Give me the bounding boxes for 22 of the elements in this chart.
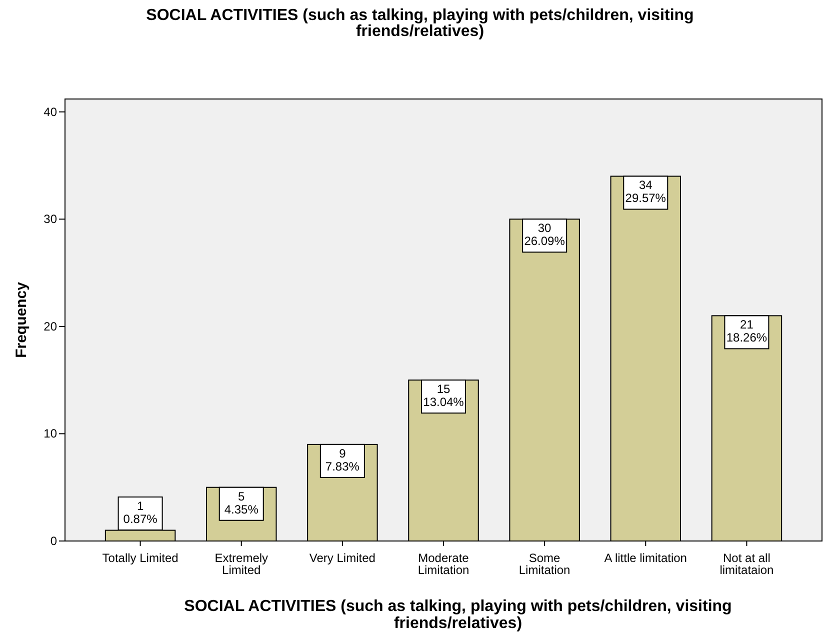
y-axis-title: Frequency [13, 281, 30, 358]
data-label: 34 29.57% [625, 178, 666, 206]
data-label: 5 4.35% [224, 489, 259, 516]
x-tick-label: Moderate Limitation [418, 551, 470, 577]
x-axis-title: SOCIAL ACTIVITIES (such as talking, playing with pets/children, visiting friends/relatives) [184, 598, 732, 632]
x-tick-label: Very Limited [309, 551, 376, 565]
data-label: 1 0.87% [123, 499, 158, 526]
chart-title: SOCIAL ACTIVITIES (such as talking, playing with pets/children, visiting friends/relatives) [146, 7, 694, 40]
data-label: 30 26.09% [524, 221, 566, 248]
y-tick-label: 10 [44, 426, 58, 441]
y-tick-label: 0 [50, 534, 58, 548]
x-tick-label: Extremely Limited [214, 551, 268, 577]
x-tick-label: A little limitation [604, 551, 687, 565]
data-label: 9 7.83% [325, 446, 360, 474]
y-tick-label: 20 [44, 319, 58, 334]
y-tick-label: 40 [44, 104, 58, 119]
x-tick-label: Not at all limitataion [720, 551, 774, 577]
y-tick-label: 30 [44, 212, 58, 226]
data-label: 21 18.26% [726, 318, 768, 345]
data-label: 15 13.04% [423, 382, 464, 410]
x-tick-label: Some Limitation [518, 551, 570, 577]
x-tick-label: Totally Limited [102, 551, 178, 565]
